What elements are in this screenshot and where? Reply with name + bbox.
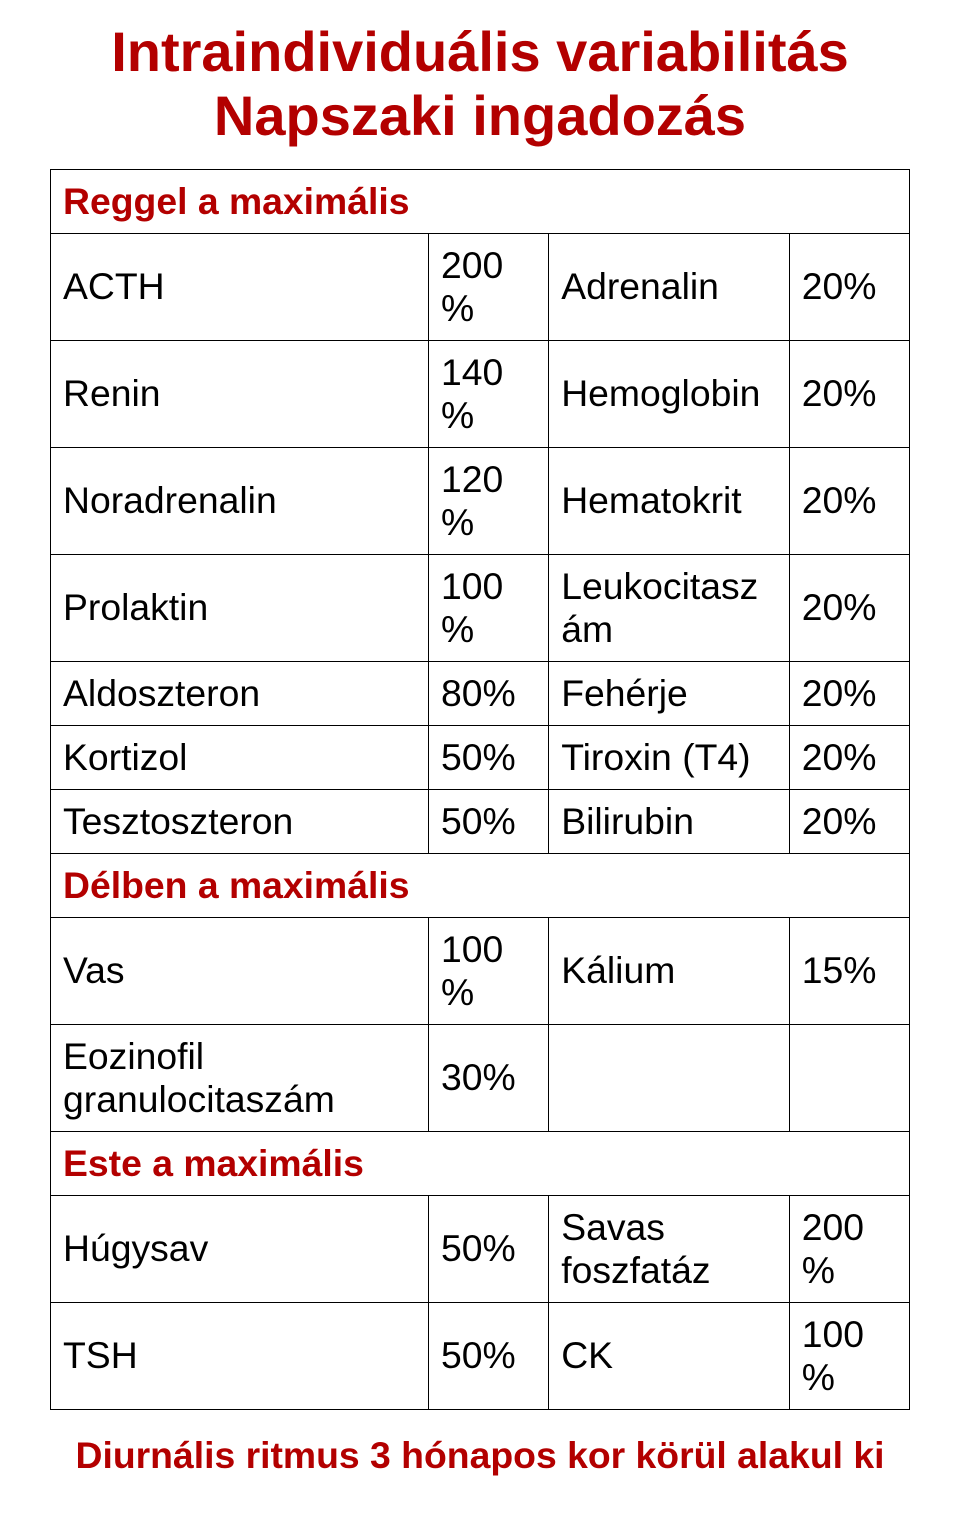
table-cell: 20% [789, 340, 909, 447]
table-cell: 50% [428, 1195, 548, 1302]
table-cell: 100% [428, 917, 548, 1024]
table-row: Vas100%Kálium15% [51, 917, 910, 1024]
table-cell: CK [549, 1302, 790, 1409]
table-cell: Húgysav [51, 1195, 429, 1302]
table-cell [549, 1024, 790, 1131]
table-cell: Kálium [549, 917, 790, 1024]
table-row: Délben a maximális [51, 853, 910, 917]
footer-note: Diurnális ritmus 3 hónapos kor körül ala… [50, 1434, 910, 1477]
title-line-2: Napszaki ingadozás [50, 84, 910, 148]
table-cell: 140% [428, 340, 548, 447]
table-cell: Vas [51, 917, 429, 1024]
table-row: Prolaktin100%Leukocitaszám20% [51, 554, 910, 661]
table-cell: 120% [428, 447, 548, 554]
table-cell: 80% [428, 661, 548, 725]
table-cell: 100% [428, 554, 548, 661]
table-cell: 200% [789, 1195, 909, 1302]
table-cell: 50% [428, 1302, 548, 1409]
table-cell: 20% [789, 233, 909, 340]
table-row: Eozinofil granulocitaszám30% [51, 1024, 910, 1131]
table-row: Renin140%Hemoglobin20% [51, 340, 910, 447]
table-cell: 50% [428, 725, 548, 789]
table-cell: 50% [428, 789, 548, 853]
table-cell: 30% [428, 1024, 548, 1131]
section-header-cell: Este a maximális [51, 1131, 910, 1195]
table-cell: Tiroxin (T4) [549, 725, 790, 789]
table-cell: TSH [51, 1302, 429, 1409]
table-cell: 20% [789, 447, 909, 554]
table-cell: Eozinofil granulocitaszám [51, 1024, 429, 1131]
table-row: Este a maximális [51, 1131, 910, 1195]
variability-table: Reggel a maximálisACTH200%Adrenalin20%Re… [50, 169, 910, 1410]
page-title: Intraindividuális variabilitás Napszaki … [50, 20, 910, 149]
table-cell: Aldoszteron [51, 661, 429, 725]
table-cell: Adrenalin [549, 233, 790, 340]
table-cell [789, 1024, 909, 1131]
table-cell: Tesztoszteron [51, 789, 429, 853]
table-cell: 100% [789, 1302, 909, 1409]
table-cell: Fehérje [549, 661, 790, 725]
table-cell: 200% [428, 233, 548, 340]
table-row: Noradrenalin120%Hematokrit20% [51, 447, 910, 554]
table-cell: Kortizol [51, 725, 429, 789]
table-cell: 20% [789, 725, 909, 789]
section-header-cell: Délben a maximális [51, 853, 910, 917]
table-row: TSH50%CK100% [51, 1302, 910, 1409]
table-cell: Renin [51, 340, 429, 447]
table-cell: Leukocitaszám [549, 554, 790, 661]
table-cell: Hematokrit [549, 447, 790, 554]
table-row: Tesztoszteron50%Bilirubin20% [51, 789, 910, 853]
table-cell: Savas foszfatáz [549, 1195, 790, 1302]
table-cell: Prolaktin [51, 554, 429, 661]
table-row: Reggel a maximális [51, 169, 910, 233]
table-cell: 20% [789, 554, 909, 661]
section-header-cell: Reggel a maximális [51, 169, 910, 233]
table-cell: 20% [789, 789, 909, 853]
table-row: ACTH200%Adrenalin20% [51, 233, 910, 340]
table-row: Kortizol50%Tiroxin (T4)20% [51, 725, 910, 789]
title-line-1: Intraindividuális variabilitás [50, 20, 910, 84]
table-row: Aldoszteron80%Fehérje20% [51, 661, 910, 725]
document-page: Intraindividuális variabilitás Napszaki … [0, 0, 960, 1517]
table-row: Húgysav50%Savas foszfatáz200% [51, 1195, 910, 1302]
table-cell: 20% [789, 661, 909, 725]
table-cell: Bilirubin [549, 789, 790, 853]
table-cell: ACTH [51, 233, 429, 340]
table-cell: Hemoglobin [549, 340, 790, 447]
table-cell: 15% [789, 917, 909, 1024]
table-cell: Noradrenalin [51, 447, 429, 554]
